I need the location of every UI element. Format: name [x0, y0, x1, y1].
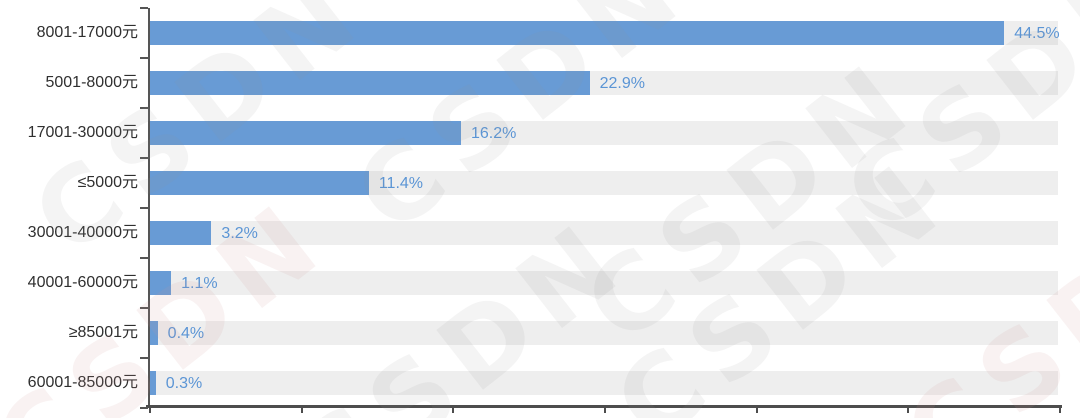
- y-axis-tick: [140, 307, 148, 309]
- category-label: 30001-40000元: [27, 224, 138, 241]
- value-label: 11.4%: [378, 175, 424, 192]
- chart-row: 30001-40000元 3.2%: [28, 208, 1058, 258]
- category-label: ≤5000元: [77, 174, 138, 191]
- y-axis-tick: [140, 107, 148, 109]
- bar-track: [150, 221, 1058, 245]
- plot-area: 8001-17000元 44.5% 5001-8000元 22.9% 17001…: [28, 8, 1060, 408]
- chart-row: 60001-85000元 0.3%: [28, 358, 1058, 408]
- chart-row: 17001-30000元 16.2%: [28, 108, 1058, 158]
- bar: [150, 321, 158, 345]
- bar-track: [150, 371, 1058, 395]
- category-label: 5001-8000元: [45, 74, 138, 91]
- x-axis-tick: [755, 408, 758, 413]
- chart-row: ≥85001元 0.4%: [69, 308, 1058, 358]
- category-label: 60001-85000元: [27, 374, 138, 391]
- category-label: ≥85001元: [68, 324, 138, 341]
- value-label: 44.5%: [1014, 25, 1060, 42]
- y-axis-tick: [140, 407, 148, 409]
- y-axis-tick: [140, 357, 148, 359]
- chart-row: 8001-17000元 44.5%: [37, 8, 1060, 58]
- value-label: 22.9%: [599, 75, 645, 92]
- y-axis-tick: [140, 7, 148, 9]
- bar: [150, 21, 1005, 45]
- bar: [150, 71, 590, 95]
- bar: [150, 271, 172, 295]
- value-label: 16.2%: [470, 125, 517, 142]
- y-axis-tick: [140, 57, 148, 59]
- chart-row: 40001-60000元 1.1%: [28, 258, 1058, 308]
- bar: [150, 371, 156, 395]
- bar-track: [150, 321, 1058, 345]
- y-axis-line: [148, 8, 150, 408]
- x-axis-line: [146, 405, 1062, 408]
- value-label: 3.2%: [221, 225, 258, 242]
- chart-row: 5001-8000元 22.9%: [45, 58, 1058, 108]
- bar: [150, 171, 369, 195]
- x-axis-tick: [300, 408, 303, 413]
- category-label: 8001-17000元: [36, 24, 138, 41]
- category-label: 17001-30000元: [27, 124, 138, 141]
- value-label: 0.3%: [165, 375, 203, 392]
- bar: [150, 121, 461, 145]
- x-axis-tick: [907, 408, 910, 413]
- chart-row: ≤5000元 11.4%: [78, 158, 1058, 208]
- y-axis-tick: [140, 257, 148, 259]
- x-axis-tick: [452, 408, 455, 413]
- value-label: 0.4%: [167, 325, 205, 342]
- x-axis-tick: [604, 408, 606, 413]
- y-axis-tick: [140, 157, 148, 159]
- category-label: 40001-60000元: [27, 274, 138, 291]
- bar-track: [150, 271, 1058, 295]
- value-label: 1.1%: [181, 275, 218, 292]
- x-axis-tick: [149, 408, 151, 413]
- x-axis-tick: [1059, 408, 1061, 413]
- y-axis-tick: [140, 207, 148, 209]
- bar: [150, 221, 212, 245]
